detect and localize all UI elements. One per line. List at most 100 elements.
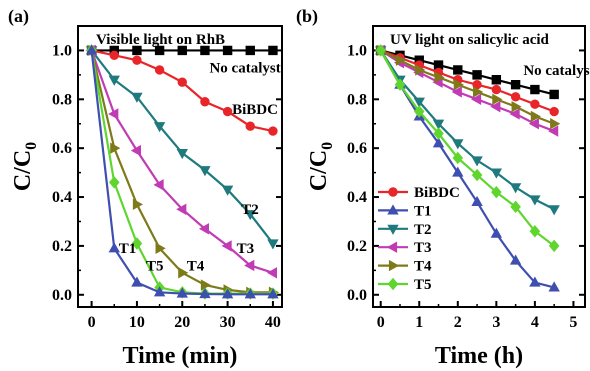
x-tick-label: 1	[415, 314, 423, 331]
data-point-t2	[490, 168, 503, 179]
x-axis-label: Time (min)	[123, 343, 238, 369]
data-point-no-catalyst	[549, 89, 559, 100]
data-point-t4	[132, 198, 143, 211]
data-point-t3	[548, 125, 559, 137]
data-point-t2	[529, 195, 541, 206]
annotation-t1: T1	[119, 241, 137, 257]
y-axis-label: C/C0	[306, 142, 336, 191]
data-point-t1	[267, 288, 279, 299]
data-point-t1	[432, 137, 445, 148]
data-point-t1	[509, 254, 522, 265]
series-line-bibdc	[380, 49, 555, 113]
y-tick-label: 0.6	[52, 140, 72, 157]
series-line-no-catalyst	[380, 49, 555, 96]
data-point-t2	[108, 75, 120, 86]
data-point-t5	[375, 44, 386, 57]
series-bibdc	[86, 45, 278, 136]
series-line-t3	[380, 49, 555, 133]
data-point-t3	[490, 100, 501, 113]
x-tick-label: 4	[531, 314, 539, 331]
legend-marker-t3	[386, 241, 398, 253]
data-point-t5	[433, 127, 444, 140]
data-point-t4	[550, 118, 561, 130]
data-point-t3	[153, 179, 164, 191]
annotation-bibdc: BiBDC	[232, 102, 278, 118]
data-point-t1	[108, 242, 120, 253]
y-axis-label: C/C0	[10, 142, 40, 191]
legend-label-bibdc: BiBDC	[414, 185, 460, 201]
series-t2	[85, 46, 279, 250]
data-point-t3	[266, 267, 278, 279]
data-point-no-catalyst	[491, 75, 502, 85]
data-point-no-catalyst	[433, 60, 444, 70]
data-point-t3	[198, 223, 210, 235]
data-point-t5	[452, 151, 464, 165]
y-tick-label: 0.8	[347, 91, 367, 108]
data-point-t4	[395, 54, 407, 66]
data-point-t2	[509, 183, 522, 194]
x-tick-label: 0	[377, 314, 385, 331]
data-point-t4	[434, 71, 445, 83]
x-tick-label: 0	[88, 314, 96, 331]
data-point-t2	[176, 148, 188, 160]
data-point-t1	[153, 286, 166, 297]
data-point-t5	[471, 168, 483, 182]
data-point-no-catalyst	[472, 70, 482, 80]
data-point-t1	[490, 227, 503, 238]
x-tick-label: 10	[129, 314, 145, 331]
data-point-t4	[155, 242, 166, 255]
y-tick-label: 1.0	[52, 42, 72, 59]
y-tick-label: 0.8	[52, 91, 72, 108]
legend-label-t3: T3	[414, 240, 432, 256]
annotation-t2: T2	[241, 202, 259, 218]
series-t1	[85, 44, 279, 299]
data-point-no-catalyst	[510, 79, 521, 90]
y-axis-label-subscript: 0	[23, 142, 40, 150]
y-tick-label: 0.4	[347, 189, 367, 206]
chart-title: UV light on salicylic acid	[390, 32, 550, 48]
data-point-t4	[473, 86, 484, 98]
data-point-t1	[471, 195, 483, 206]
data-point-t1	[199, 287, 211, 299]
data-point-t5	[491, 185, 502, 199]
data-point-no-catalyst	[453, 65, 463, 75]
data-point-t2	[221, 185, 234, 196]
y-tick-label: 1.0	[347, 42, 367, 59]
data-point-bibdc	[491, 84, 502, 95]
data-point-t3	[108, 108, 119, 120]
data-point-t3	[451, 86, 462, 98]
data-point-bibdc	[200, 97, 210, 107]
data-point-t2	[267, 239, 279, 250]
data-point-no-catalyst	[200, 45, 210, 56]
legend: BiBDC T1 T2 T3 T4 T5	[378, 185, 460, 293]
x-tick-label: 20	[174, 314, 190, 331]
legend-marker-t2	[387, 224, 399, 235]
data-point-no-catalyst	[245, 45, 255, 56]
data-point-bibdc	[268, 126, 278, 136]
data-point-t3	[176, 203, 187, 215]
data-point-t1	[221, 288, 234, 299]
panel-label: (a)	[8, 6, 29, 27]
data-point-t5	[510, 200, 521, 214]
y-tick-label: 0.4	[52, 189, 72, 206]
series-line-t1	[90, 50, 273, 296]
data-point-t5	[413, 105, 425, 118]
data-point-t1	[529, 276, 541, 287]
data-point-bibdc	[549, 106, 559, 117]
data-point-t3	[221, 240, 232, 252]
data-point-t1	[131, 276, 143, 287]
data-point-t3	[130, 144, 142, 157]
panel-label: (b)	[296, 6, 318, 27]
data-point-t5	[548, 239, 560, 253]
data-point-t4	[530, 110, 541, 123]
y-tick-label: 0.2	[52, 238, 72, 255]
series-line-t2	[379, 49, 555, 211]
legend-label-t5: T5	[414, 277, 432, 293]
data-point-t2	[413, 97, 425, 108]
data-point-t4	[492, 93, 503, 105]
annotation-t3: T3	[237, 241, 255, 257]
data-point-t2	[471, 156, 483, 167]
annotation-no-catalyst: No catalyst	[523, 63, 590, 79]
series-bibdc	[376, 45, 559, 117]
